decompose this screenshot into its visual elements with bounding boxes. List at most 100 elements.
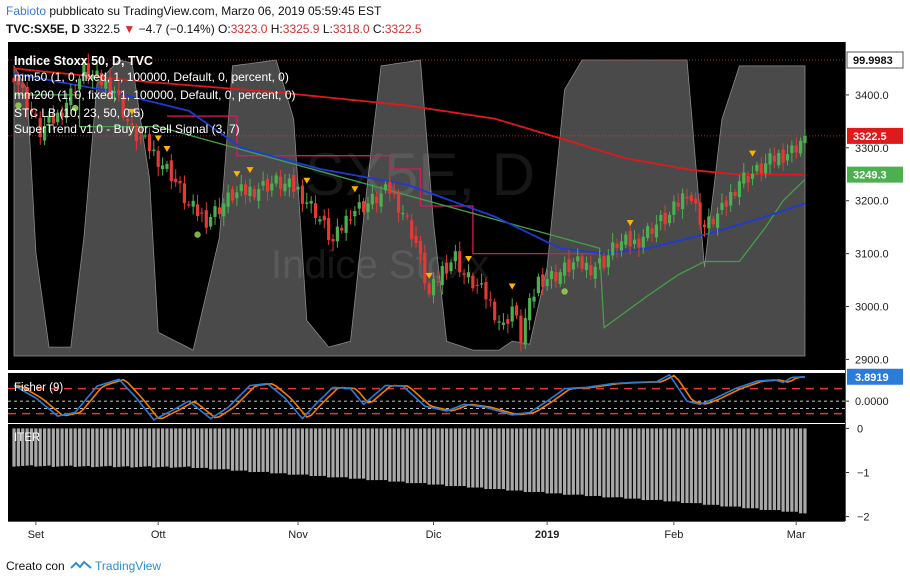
candle-down <box>195 204 200 216</box>
candle-down <box>506 319 510 324</box>
time-tick-label: Nov <box>288 529 308 541</box>
candle-down <box>392 192 396 194</box>
iter-bar <box>366 428 370 481</box>
candle-up <box>606 255 610 268</box>
iter-bar <box>287 428 291 475</box>
candle-up <box>401 212 405 215</box>
iter-bar <box>160 428 165 467</box>
iter-bar <box>134 428 138 468</box>
candle-down <box>746 175 750 183</box>
candle-down <box>25 86 29 110</box>
candle-up <box>593 266 597 279</box>
iter-bar <box>720 428 724 507</box>
candle-down <box>375 196 379 204</box>
ma200-line <box>13 67 805 176</box>
buy-signal-dot <box>15 102 22 109</box>
iter-bar <box>388 428 392 482</box>
candle-up <box>777 153 781 166</box>
candle-down <box>423 252 427 284</box>
iter-bar <box>353 428 357 479</box>
author-link[interactable]: Fabioto <box>6 4 47 18</box>
candle-up <box>466 272 471 278</box>
iter-bar <box>357 428 361 479</box>
iter-bar <box>405 428 409 484</box>
candle-down <box>73 91 77 94</box>
iter-bar <box>187 428 191 467</box>
candle-up <box>571 262 575 270</box>
fisher-pane[interactable] <box>8 373 845 424</box>
iter-bar <box>283 428 287 474</box>
iter-bar <box>471 428 475 488</box>
iter-bar <box>340 428 344 478</box>
iter-bar <box>641 428 645 501</box>
candle-up <box>77 78 82 90</box>
candle-down <box>130 123 134 126</box>
iter-pane[interactable] <box>8 424 845 521</box>
candle-up <box>545 279 549 287</box>
candle-down <box>418 240 423 254</box>
chart-legend: Indice Stoxx 50, D, TVC mm50 (1, 0, fixe… <box>14 54 296 444</box>
tradingview-link[interactable]: TradingView <box>95 559 162 573</box>
candle-up <box>449 262 453 272</box>
iter-bar <box>479 428 484 488</box>
candle-down <box>29 109 34 113</box>
fisher-title[interactable]: Fisher (9) <box>14 382 63 394</box>
iter-bar <box>410 428 414 484</box>
publish-info: Fabioto pubblicato su TradingView.com, M… <box>6 4 381 18</box>
candle-down <box>471 275 475 289</box>
candle-down <box>121 95 125 118</box>
iter-bar <box>528 428 532 493</box>
candle-down <box>99 72 103 86</box>
iter-bar <box>707 428 711 505</box>
candle-down <box>689 195 693 202</box>
iter-bar <box>462 428 466 487</box>
supertrend-up-line <box>14 94 806 329</box>
iter-bar <box>440 428 444 485</box>
legend-mm50[interactable]: mm50 (1, 0, fixed, 1, 100000, Default, 0… <box>14 70 289 84</box>
candle-up <box>91 74 95 79</box>
candle-up <box>165 163 169 169</box>
candle-up <box>584 262 589 271</box>
iter-bar <box>344 428 348 478</box>
iter-bar <box>112 428 117 468</box>
candle-up <box>370 193 374 205</box>
iter-tick-label: −2 <box>857 512 870 524</box>
candle-down <box>340 227 344 231</box>
iter-bar <box>667 428 672 502</box>
iter-bar <box>217 428 221 470</box>
candle-up <box>283 183 287 192</box>
legend-stc[interactable]: STC LB (10, 23, 50, 0.5) <box>14 106 144 120</box>
iter-bar <box>104 428 108 467</box>
time-axis[interactable]: Set Ott Nov Dic 2019 Feb Mar <box>8 521 845 541</box>
low-label: L: <box>322 22 333 36</box>
iter-bar <box>737 428 742 507</box>
legend-title[interactable]: Indice Stoxx 50, D, TVC <box>14 54 153 68</box>
legend-supertrend[interactable]: SuperTrend v1.0 - Buy or Sell Signal (3,… <box>14 122 240 136</box>
candle-up <box>248 186 252 197</box>
iter-bar <box>580 428 584 495</box>
price-tick-label: 3200.0 <box>855 196 889 208</box>
iter-bar <box>401 428 405 482</box>
candle-up <box>510 306 514 322</box>
iter-bar <box>209 428 213 470</box>
ma50-line <box>13 72 806 255</box>
iter-bar <box>672 428 676 502</box>
candle-up <box>750 173 755 179</box>
iter-bar <box>624 428 628 499</box>
candle-up <box>681 193 685 210</box>
price-tick-label: 3100.0 <box>855 249 889 261</box>
legend-mm200[interactable]: mm200 (1, 0, fixed, 1, 100000, Default, … <box>14 88 296 102</box>
buy-signal-dot <box>561 288 568 295</box>
candle-down <box>427 283 431 295</box>
candle-up <box>659 215 663 222</box>
price-tick-label: 2900.0 <box>855 354 889 366</box>
candle-down <box>292 174 296 192</box>
iter-bar <box>436 428 440 485</box>
candle-up <box>641 236 645 248</box>
iter-title[interactable]: ITER <box>14 432 40 444</box>
iter-bar <box>799 428 803 514</box>
candle-down <box>300 185 305 204</box>
candle-up <box>497 321 501 323</box>
sell-signal-marker <box>246 167 254 174</box>
